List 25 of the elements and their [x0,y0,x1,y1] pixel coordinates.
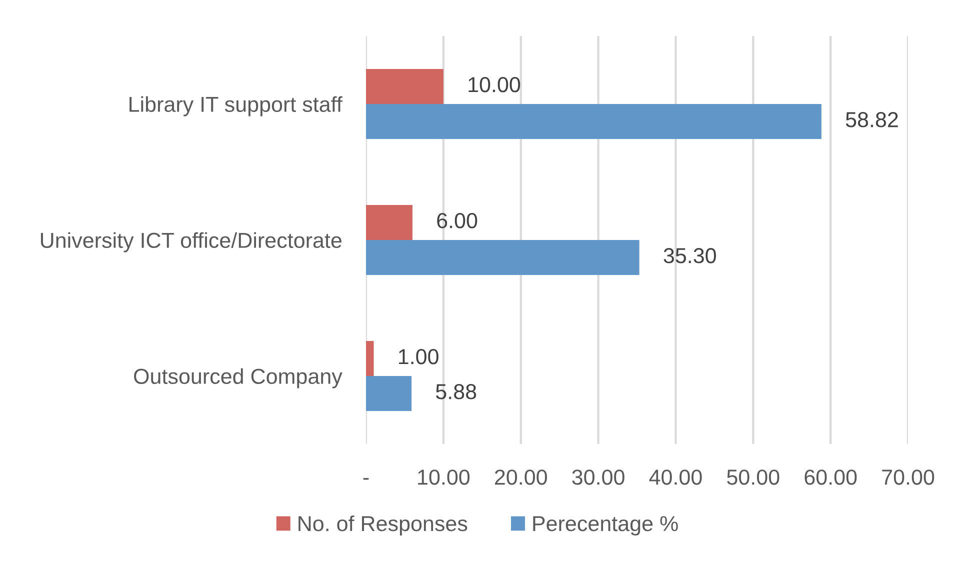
bar [366,68,444,104]
y-tick-label: Library IT support staff [130,96,342,116]
data-label: 5.88 [436,384,476,400]
bar [366,376,412,412]
data-label: 58.82 [846,112,898,128]
x-tick-label: 60.00 [804,470,857,485]
bar [366,340,374,376]
legend-label: Perecentage % [533,516,678,536]
data-label: 35.30 [664,248,716,264]
bar [366,204,412,240]
legend-label: No. of Responses [298,515,468,536]
bar [366,104,822,140]
x-tick-label: 70.00 [882,470,934,485]
x-tick-label: 40.00 [649,470,702,485]
data-label: 1.00 [398,349,438,364]
y-tick-label: University ICT office/Directorate [40,232,342,252]
x-tick-label: 20.00 [495,470,547,485]
y-tick-label: Outsourced Company [134,368,342,388]
x-tick-label: 30.00 [572,470,624,485]
data-label: 10.00 [468,77,520,92]
x-tick-label: 10.00 [418,470,470,485]
data-label: 6.00 [437,213,478,228]
x-tick-label: - [363,478,369,480]
x-tick-label: 50.00 [727,470,780,485]
bar [366,240,640,276]
